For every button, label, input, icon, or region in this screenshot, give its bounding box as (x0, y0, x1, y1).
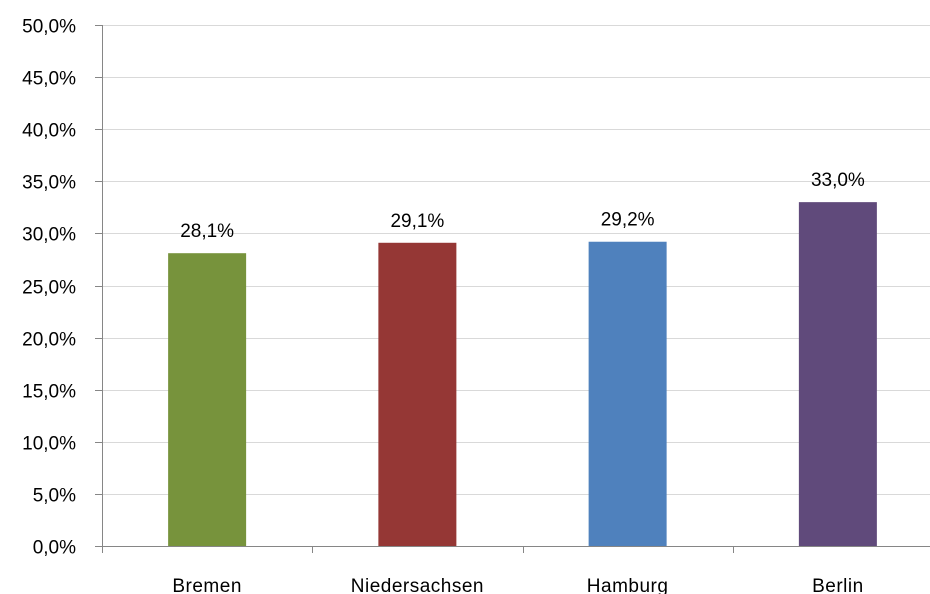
x-axis-category-labels: Bremen Niedersachsen Hamburg Berlin (172, 576, 863, 594)
y-tick-label: 20,0% (22, 330, 76, 351)
data-labels: 28,1% 29,1% 29,2% 33,0% (180, 170, 865, 242)
y-axis-tick-labels: 0,0% 5,0% 10,0% 15,0% 20,0% 25,0% 30,0% 35,0% 40… (22, 17, 76, 559)
data-label: 29,1% (390, 211, 444, 232)
x-category-label: Berlin (812, 576, 864, 594)
data-label: 33,0% (811, 170, 865, 191)
bar-niedersachsen (378, 242, 457, 546)
y-tick-label: 30,0% (22, 225, 76, 246)
y-tick-label: 35,0% (22, 173, 76, 194)
x-category-label: Niedersachsen (351, 576, 484, 594)
y-tick-label: 15,0% (22, 382, 76, 403)
bar-berlin (798, 202, 877, 546)
data-label: 29,2% (601, 210, 655, 231)
y-tick-label: 10,0% (22, 434, 76, 455)
y-tick-label: 45,0% (22, 69, 76, 90)
x-category-label: Bremen (172, 576, 242, 594)
y-tick-label: 0,0% (33, 538, 76, 559)
bar-hamburg (588, 241, 667, 546)
y-tick-label: 50,0% (22, 17, 76, 38)
x-category-label: Hamburg (587, 576, 669, 594)
y-tick-label: 40,0% (22, 121, 76, 142)
y-tick-label: 25,0% (22, 278, 76, 299)
bar-bremen (168, 253, 247, 546)
data-label: 28,1% (180, 221, 234, 242)
bars (168, 202, 877, 546)
axes (95, 25, 930, 553)
y-tick-label: 5,0% (33, 486, 76, 507)
